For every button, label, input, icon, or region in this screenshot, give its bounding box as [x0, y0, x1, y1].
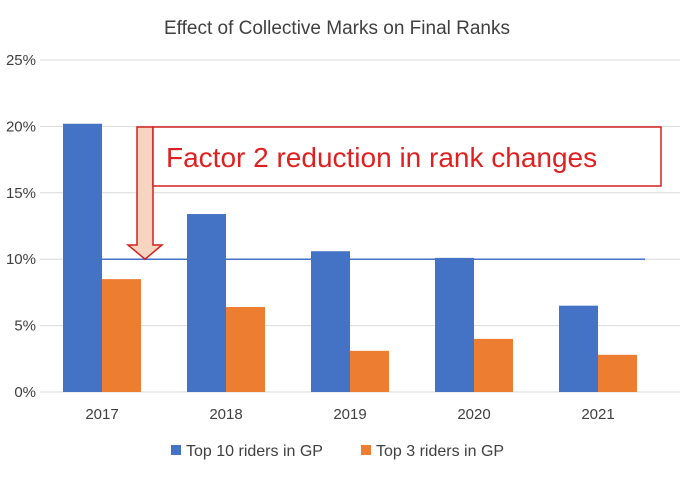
legend: Top 10 riders in GP Top 3 riders in GP — [171, 443, 504, 460]
y-tick-label: 5% — [14, 318, 36, 335]
x-tick-label: 2019 — [333, 406, 366, 423]
bar — [350, 350, 389, 392]
bar — [598, 354, 637, 392]
x-axis-ticks: 2017 2018 2019 2020 2021 — [85, 406, 614, 423]
y-axis-ticks: 0% 5% 10% 15% 20% 25% — [6, 52, 36, 401]
x-tick-label: 2018 — [209, 406, 242, 423]
bar — [102, 279, 141, 392]
legend-label: Top 3 riders in GP — [376, 443, 504, 460]
chart-title: Effect of Collective Marks on Final Rank… — [164, 18, 510, 39]
bar — [435, 257, 474, 392]
bar — [474, 338, 513, 392]
bar — [226, 307, 265, 392]
annotation-text: Factor 2 reduction in rank changes — [166, 142, 597, 173]
annotation: Factor 2 reduction in rank changes — [125, 126, 662, 261]
x-tick-label: 2020 — [457, 406, 490, 423]
bar — [187, 214, 226, 392]
x-tick-label: 2021 — [581, 406, 614, 423]
y-tick-label: 25% — [6, 52, 36, 69]
y-tick-label: 20% — [6, 118, 36, 135]
bar — [311, 251, 350, 392]
legend-swatch — [361, 445, 371, 455]
legend-swatch — [171, 445, 181, 455]
legend-label: Top 10 riders in GP — [186, 443, 323, 460]
bar — [559, 305, 598, 392]
bar — [63, 123, 102, 392]
x-tick-label: 2017 — [85, 406, 118, 423]
y-tick-label: 15% — [6, 185, 36, 202]
bars — [63, 123, 637, 392]
y-tick-label: 10% — [6, 251, 36, 268]
y-tick-label: 0% — [14, 384, 36, 401]
annotation-box — [152, 126, 662, 187]
